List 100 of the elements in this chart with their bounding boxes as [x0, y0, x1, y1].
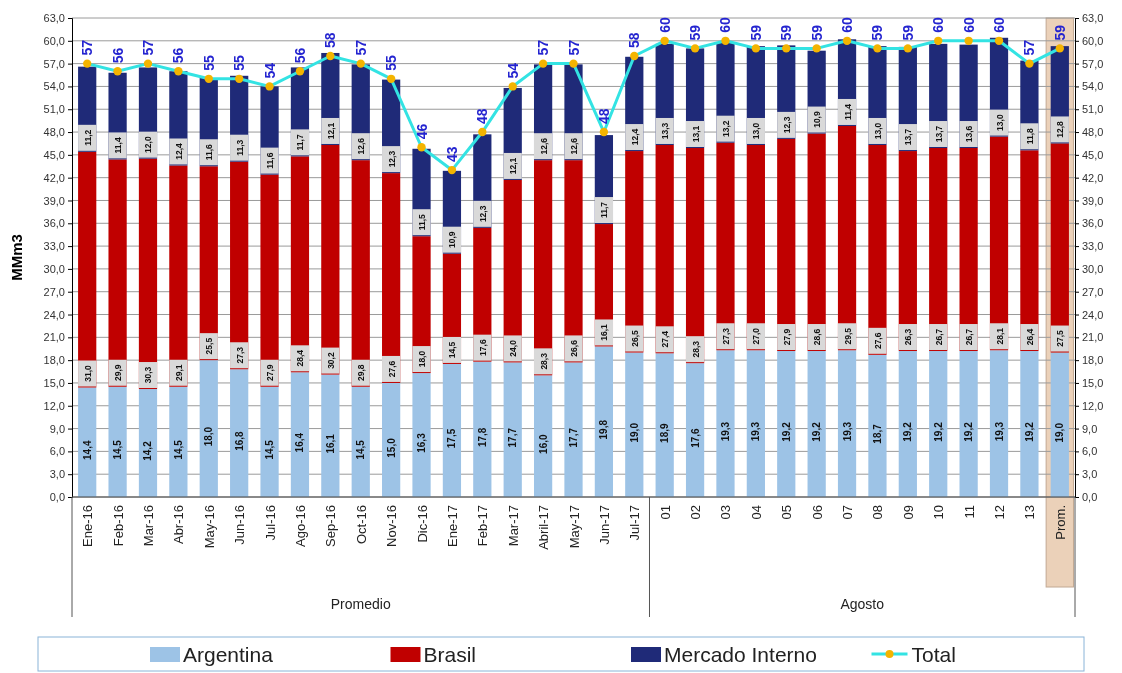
data-label: 54 — [261, 62, 278, 79]
data-label: 48 — [595, 108, 612, 125]
y2-tick-label: 3,0 — [1082, 468, 1098, 481]
data-label: 19,3 — [750, 421, 762, 442]
y2-tick-label: 60,0 — [1082, 34, 1104, 47]
data-label: 14,2 — [142, 440, 154, 461]
data-label: 19,0 — [1054, 422, 1066, 443]
x-tick-label: Abril-17 — [536, 505, 552, 550]
data-label: 57 — [535, 39, 552, 56]
legend-label: Brasil — [423, 643, 477, 666]
y-tick-label: 48,0 — [43, 126, 65, 139]
y-tick-label: 33,0 — [43, 240, 65, 253]
data-label: 56 — [170, 47, 187, 64]
y2-tick-label: 27,0 — [1082, 285, 1104, 298]
data-label: 29,5 — [842, 327, 853, 345]
data-label: 55 — [383, 55, 400, 71]
y-tick-label: 30,0 — [43, 262, 65, 275]
data-label: 60 — [656, 17, 673, 33]
data-label: 19,3 — [993, 421, 1005, 442]
data-label: 29,8 — [356, 364, 367, 382]
data-label: 14,5 — [264, 439, 276, 460]
data-label: 12,1 — [325, 122, 336, 140]
data-label: 12,6 — [569, 137, 579, 155]
data-label: 27,6 — [386, 360, 397, 378]
data-label: 19,2 — [1023, 421, 1035, 442]
data-label: 17,8 — [476, 427, 488, 448]
data-label: 13,0 — [994, 114, 1005, 131]
y2-tick-label: 48,0 — [1082, 126, 1104, 139]
x-tick-label: 03 — [718, 505, 734, 520]
data-label: 11,7 — [295, 134, 306, 151]
y-tick-label: 42,0 — [43, 171, 65, 184]
data-label: 27,9 — [781, 328, 792, 346]
data-label: 13,3 — [660, 122, 671, 140]
y-tick-label: 15,0 — [43, 376, 65, 389]
x-tick-label: 01 — [657, 505, 673, 520]
data-label: 12,6 — [538, 137, 549, 155]
y2-tick-label: 24,0 — [1082, 308, 1104, 321]
x-tick-label: Mar-16 — [140, 505, 156, 547]
x-tick-label: 12 — [992, 505, 1008, 520]
data-label: 18,0 — [417, 350, 428, 368]
data-label: 12,4 — [173, 142, 184, 160]
data-label: 11,2 — [82, 129, 93, 146]
data-label: 26,7 — [964, 328, 975, 346]
data-label: 12,3 — [477, 205, 488, 223]
data-label: 13,6 — [964, 125, 975, 143]
data-label: 31,0 — [82, 364, 93, 382]
data-label: 27,3 — [720, 327, 731, 345]
data-label: 59 — [778, 24, 795, 41]
data-label: 29,9 — [113, 364, 124, 382]
data-label: 55 — [200, 55, 217, 71]
data-label: 18,0 — [203, 426, 215, 447]
y2-tick-label: 12,0 — [1082, 399, 1104, 412]
data-label: 11,7 — [599, 201, 610, 219]
data-label: 12,0 — [143, 136, 154, 153]
data-label: 26,7 — [933, 328, 944, 346]
data-label: 19,2 — [780, 421, 792, 442]
data-label: 19,2 — [811, 421, 823, 442]
data-label: 26,3 — [903, 328, 914, 346]
y-tick-label: 12,0 — [43, 399, 65, 412]
data-label: 58 — [626, 32, 643, 49]
data-label: 60 — [930, 17, 947, 33]
data-label: 14,5 — [112, 439, 124, 460]
y-tick-label: 21,0 — [43, 331, 65, 344]
data-label: 11,6 — [265, 152, 276, 169]
data-label: 13,0 — [751, 122, 762, 140]
x-tick-label: 06 — [809, 505, 825, 520]
y-tick-label: 6,0 — [49, 445, 65, 458]
y2-tick-label: 45,0 — [1082, 148, 1104, 161]
x-tick-label: Jun-16 — [232, 505, 248, 545]
y-tick-label: 0,0 — [49, 491, 65, 504]
data-label: 60 — [991, 17, 1008, 33]
x-tick-label: Jul-16 — [262, 505, 278, 541]
data-label: 28,1 — [994, 327, 1005, 345]
data-label: 30,2 — [325, 352, 336, 369]
y2-tick-label: 63,0 — [1082, 12, 1104, 25]
x-tick-label: Ago-16 — [292, 505, 308, 547]
y-tick-label: 63,0 — [43, 12, 65, 25]
data-label: 59 — [747, 24, 764, 41]
data-label: 57 — [1021, 39, 1038, 56]
y2-tick-label: 6,0 — [1082, 445, 1098, 458]
y-tick-label: 54,0 — [43, 80, 65, 93]
data-label: 11,4 — [842, 103, 853, 120]
y2-tick-label: 30,0 — [1082, 262, 1104, 275]
y2-tick-label: 54,0 — [1082, 80, 1104, 93]
data-label: 14,5 — [172, 439, 184, 460]
data-label: 17,6 — [689, 427, 701, 448]
data-label: 59 — [869, 24, 886, 41]
data-label: 11,6 — [204, 143, 215, 161]
y-tick-label: 9,0 — [49, 422, 65, 435]
x-tick-label: 10 — [931, 505, 947, 520]
data-label: 29,1 — [173, 364, 184, 382]
data-label: 27,6 — [872, 332, 883, 350]
data-label: 30,3 — [143, 366, 154, 384]
data-label: 15,0 — [385, 437, 397, 458]
data-label: 13,2 — [720, 120, 731, 137]
legend-label: Total — [911, 643, 956, 666]
x-tick-label: 09 — [900, 505, 916, 520]
text: Promedio — [330, 596, 391, 612]
data-label: 60 — [717, 17, 734, 33]
data-label: 10,9 — [447, 231, 458, 248]
